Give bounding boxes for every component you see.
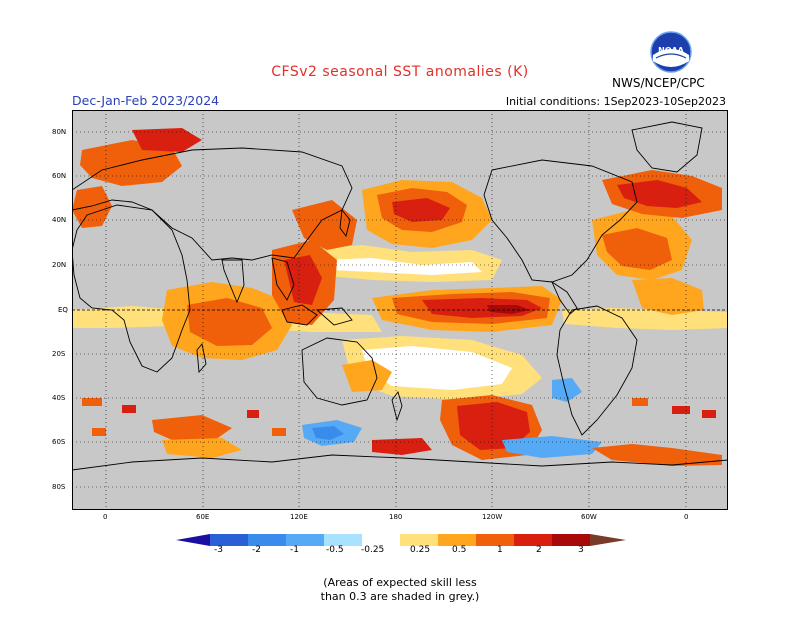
colorbar-arrow-left <box>176 534 210 546</box>
colorbar-bin <box>476 534 514 546</box>
colorbar-tick: -3 <box>214 545 223 555</box>
lat-label-80n: 80N <box>52 128 67 136</box>
colorbar-tick: -0.25 <box>361 545 385 555</box>
map-frame <box>72 110 728 510</box>
colorbar-bin <box>438 534 476 546</box>
skill-note-line-1: (Areas of expected skill less <box>323 576 477 589</box>
lat-label-60s: 60S <box>52 438 66 446</box>
colorbar <box>176 534 626 546</box>
colorbar-bin <box>210 534 248 546</box>
colorbar-bin <box>552 534 590 546</box>
map-title: CFSv2 seasonal SST anomalies (K) <box>271 64 529 80</box>
colorbar-tick: 3 <box>578 545 584 555</box>
lon-label-60w: 60W <box>581 513 597 521</box>
colorbar-bin <box>324 534 362 546</box>
lon-label-120w: 120W <box>482 513 503 521</box>
colorbar-tick: 1 <box>497 545 503 555</box>
lat-label-80s: 80S <box>52 483 66 491</box>
noaa-logo: NOAA <box>650 31 692 73</box>
colorbar-arrow-right <box>590 534 626 546</box>
sst-anomaly-map <box>72 110 728 510</box>
anomaly-patches <box>72 128 728 466</box>
initial-conditions-label: Initial conditions: 1Sep2023-10Sep2023 <box>505 95 726 108</box>
colorbar-tick: 2 <box>536 545 542 555</box>
skill-note-line-2: than 0.3 are shaded in grey.) <box>320 590 480 603</box>
coastlines <box>72 121 728 510</box>
colorbar-tick: -0.5 <box>326 545 344 555</box>
lat-label-40s: 40S <box>52 394 66 402</box>
logo-text: NOAA <box>658 46 684 55</box>
colorbar-tick: -2 <box>252 545 261 555</box>
lat-label-40n: 40N <box>52 216 67 224</box>
lat-label-60n: 60N <box>52 172 67 180</box>
agency-label: NWS/NCEP/CPC <box>612 76 705 90</box>
skill-note: (Areas of expected skill less than 0.3 a… <box>0 576 800 604</box>
colorbar-bin <box>514 534 552 546</box>
colorbar-bin <box>286 534 324 546</box>
lat-label-20n: 20N <box>52 261 67 269</box>
colorbar-bin <box>400 534 438 546</box>
lon-label-0: 0 <box>103 513 108 521</box>
lon-label-120e: 120E <box>290 513 308 521</box>
lon-label-60e: 60E <box>196 513 210 521</box>
lon-label-180: 180 <box>389 513 403 521</box>
colorbar-tick: 0.25 <box>410 545 431 555</box>
lat-label-eq: EQ <box>58 306 68 314</box>
colorbar-tick: -1 <box>290 545 299 555</box>
colorbar-tick: 0.5 <box>452 545 467 555</box>
lat-label-20s: 20S <box>52 350 66 358</box>
lon-label-0-right: 0 <box>684 513 689 521</box>
colorbar-bin <box>362 534 400 546</box>
season-label: Dec-Jan-Feb 2023/2024 <box>72 93 220 108</box>
colorbar-bin <box>248 534 286 546</box>
